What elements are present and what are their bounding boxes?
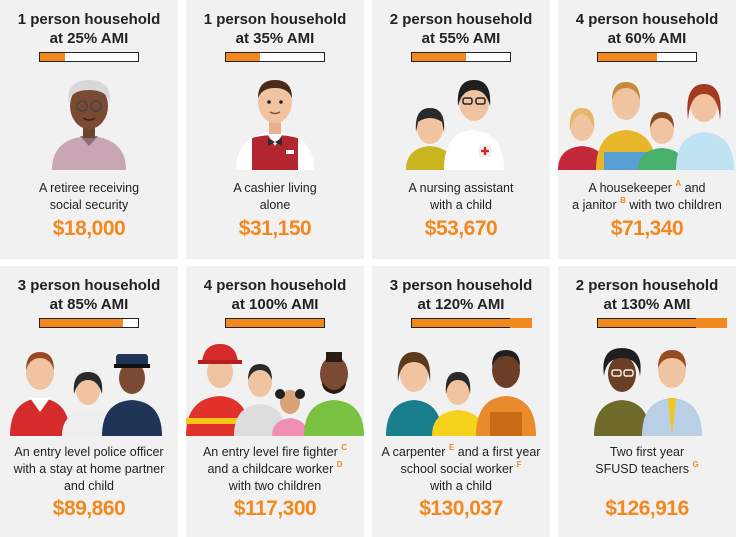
ami-progress-bar bbox=[225, 52, 325, 62]
ami-bar-overflow bbox=[696, 317, 728, 328]
ami-progress-bar bbox=[411, 52, 511, 62]
family-of-four-illustration bbox=[558, 82, 734, 170]
teachers-illustration bbox=[594, 348, 702, 436]
card-title: 1 person household at 25% AMI bbox=[17, 11, 161, 47]
card-title: 4 person household at 100% AMI bbox=[203, 277, 347, 313]
footnote-marker: C bbox=[341, 443, 348, 452]
ami-bar-fill bbox=[412, 53, 466, 61]
ami-progress-bar bbox=[597, 52, 697, 62]
household-card-2: 1 person household at 35% AMI A cashier l… bbox=[186, 0, 364, 259]
card-title: 1 person household at 35% AMI bbox=[203, 11, 347, 47]
salary-amount: $89,860 bbox=[52, 497, 126, 520]
nurse-and-child-illustration bbox=[406, 80, 504, 170]
ami-progress-bar bbox=[225, 318, 325, 328]
card-description: A retiree receiving social security bbox=[38, 181, 140, 212]
salary-amount: $18,000 bbox=[52, 217, 126, 240]
footnote-marker: D bbox=[336, 460, 343, 469]
ami-progress-bar bbox=[39, 318, 139, 328]
household-card-7: 3 person household at 120% AMI A carpente… bbox=[372, 266, 550, 537]
ami-bar-fill bbox=[40, 53, 65, 61]
salary-amount: $31,150 bbox=[238, 217, 312, 240]
carpenter-family-illustration bbox=[386, 350, 536, 436]
ami-bar-fill bbox=[412, 319, 510, 327]
ami-bar-fill bbox=[598, 319, 696, 327]
salary-amount: $117,300 bbox=[233, 497, 317, 520]
ami-progress-bar bbox=[411, 317, 532, 328]
salary-amount: $130,037 bbox=[419, 497, 503, 520]
household-card-6: 4 person household at 100% AMI An entry l… bbox=[186, 266, 364, 537]
firefighter-family-illustration bbox=[186, 344, 364, 436]
footnote-marker: A bbox=[675, 179, 682, 188]
card-description: A nursing assistant with a child bbox=[408, 181, 514, 212]
household-card-8: 2 person household at 130% AMI Two first … bbox=[558, 266, 736, 537]
household-card-3: 2 person household at 55% AMI A nursing a… bbox=[372, 0, 550, 259]
ami-bar-fill bbox=[226, 319, 324, 327]
retiree-illustration bbox=[52, 80, 126, 170]
card-description: A carpenter E and a first year school soc… bbox=[381, 443, 541, 494]
household-card-4: 4 person household at 60% AMI A housekeep… bbox=[558, 0, 736, 259]
salary-amount: $71,340 bbox=[610, 217, 684, 240]
salary-amount: $126,916 bbox=[605, 497, 689, 520]
card-title: 3 person household at 120% AMI bbox=[389, 277, 533, 313]
card-title: 4 person household at 60% AMI bbox=[575, 11, 719, 47]
card-description: A housekeeper A and a janitor B with two … bbox=[572, 179, 722, 213]
footnote-marker: G bbox=[692, 460, 699, 469]
cashier-illustration bbox=[236, 80, 314, 170]
ami-bar-fill bbox=[40, 319, 124, 327]
ami-bar-fill bbox=[226, 53, 261, 61]
ami-progress-bar bbox=[39, 52, 139, 62]
ami-progress-bar bbox=[597, 317, 728, 328]
salary-amount: $53,670 bbox=[424, 217, 498, 240]
household-card-5: 3 person household at 85% AMI An entry le… bbox=[0, 266, 178, 537]
card-title: 2 person household at 130% AMI bbox=[575, 277, 719, 313]
card-title: 2 person household at 55% AMI bbox=[389, 11, 533, 47]
ami-bar-overflow bbox=[510, 317, 532, 328]
card-description: A cashier living alone bbox=[233, 181, 317, 212]
card-description: Two first year SFUSD teachers G bbox=[595, 445, 699, 476]
footnote-marker: E bbox=[448, 443, 455, 452]
footnote-marker: B bbox=[620, 196, 626, 205]
card-description: An entry level police officer with a stay… bbox=[13, 445, 165, 493]
ami-bar-fill bbox=[598, 53, 657, 61]
police-family-illustration bbox=[10, 352, 162, 436]
footnote-marker: F bbox=[516, 460, 522, 469]
card-title: 3 person household at 85% AMI bbox=[17, 277, 161, 313]
household-card-1: 1 person household at 25% AMI A retiree r… bbox=[0, 0, 178, 259]
